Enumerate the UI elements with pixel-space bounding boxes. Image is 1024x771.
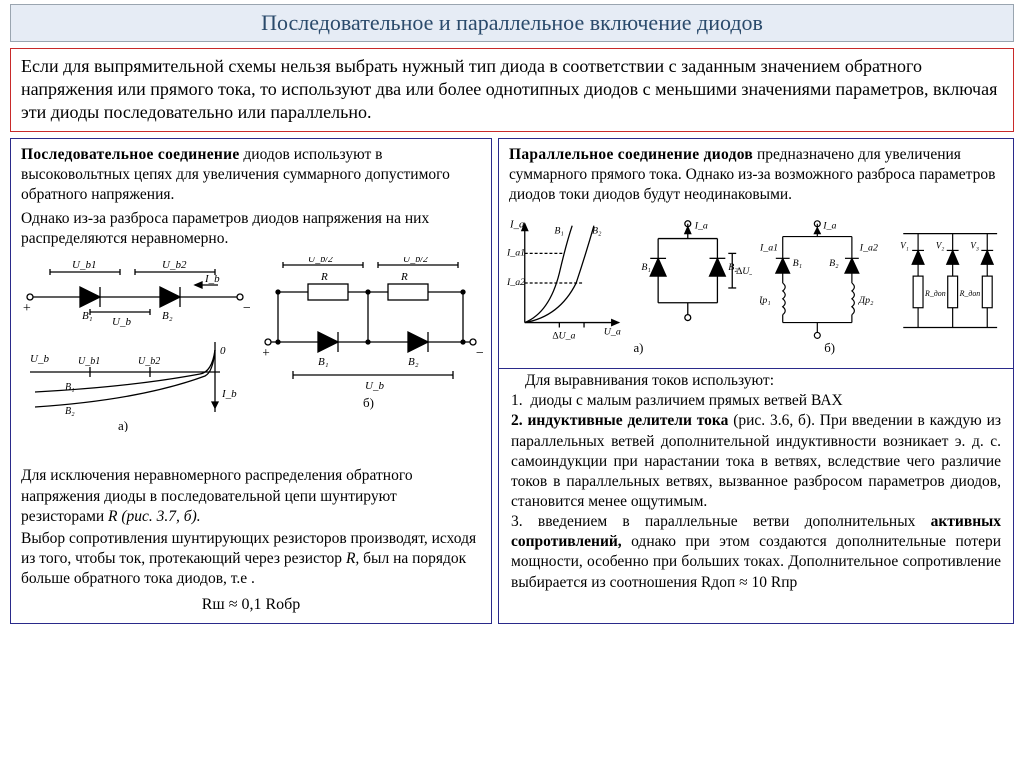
parallel-fig-b: I_a I_a1 I_a2 В₁ В₂ Др₁ Др₂ [760,213,1007,358]
svg-text:В₁: В₁ [554,226,563,237]
series-fig-b: R R U_b/2 U_b/2 [263,257,483,432]
svg-text:В₁: В₁ [793,258,802,269]
series-fig-a: + − U_b1 U_b2 [20,257,250,432]
lower-item1: 1. диоды с малым различием прямых ветвей… [511,391,1001,411]
svg-text:V₂: V₂ [936,241,945,251]
svg-text:U_a: U_a [604,326,621,337]
svg-text:+: + [22,301,31,316]
svg-text:+: + [263,346,270,361]
svg-text:Др₂: Др₂ [858,295,874,306]
svg-text:U_b: U_b [30,353,49,365]
parallel-column: Параллельное соединение диодов предназна… [498,138,1014,625]
series-column: Последовательное соединение диодов испол… [10,138,492,625]
series-para3-ref: R (рис. 3.7, б). [108,508,201,525]
series-para3-block: Для исключения неравномерного распределе… [11,436,491,593]
lower-item3: 3. введением в параллельные ветви дополн… [511,512,1001,593]
svg-text:В₂: В₂ [408,356,419,368]
svg-text:U_b: U_b [112,316,131,328]
lower-item2-lead: 2. индуктивные делители тока [511,412,733,429]
svg-text:I_b: I_b [204,273,220,285]
svg-text:U_b2: U_b2 [162,259,187,271]
lower-item1-text: диоды с малым различием прямых ветвей ВА… [530,392,842,409]
svg-text:U_b/2: U_b/2 [403,257,428,265]
svg-text:I_a: I_a [822,221,836,232]
svg-text:U_b1: U_b1 [78,356,100,367]
series-para2: Однако из-за разброса параметров диодов … [21,210,429,247]
series-para3: Для исключения неравномерного распределе… [21,467,413,524]
svg-text:V₃: V₃ [970,241,979,251]
svg-text:R: R [320,271,328,283]
parallel-lower-box: Для выравнивания токов используют: 1. ди… [499,368,1013,601]
svg-text:I_a: I_a [509,219,525,231]
svg-text:∆U_a: ∆U_a [552,330,575,341]
parallel-intro: Параллельное соединение диодов предназна… [499,139,1013,209]
svg-text:I_a2: I_a2 [859,243,878,254]
lower-item2: 2. индуктивные делители тока (рис. 3.6, … [511,411,1001,512]
svg-text:I_a1: I_a1 [760,243,778,254]
svg-text:В₂: В₂ [592,226,602,237]
svg-text:I_a2: I_a2 [506,277,525,288]
svg-text:Др₁: Др₁ [760,295,771,306]
svg-text:−: − [242,301,250,316]
parallel-fig-a: I_a I_a1 I_a2 В₁ В₂ ∆U_a U_a [505,213,752,358]
series-intro: Последовательное соединение диодов испол… [11,139,491,254]
svg-text:б): б) [363,395,374,410]
lower-item3-formula: Rдоп ≈ 10 Rпр [701,574,797,591]
series-lead: Последовательное соединение [21,146,240,163]
svg-text:В₂: В₂ [162,310,173,322]
main-columns: Последовательное соединение диодов испол… [10,138,1014,625]
svg-text:−: − [475,346,483,361]
svg-text:а): а) [633,341,643,355]
svg-text:R: R [400,271,408,283]
svg-text:∆U_a: ∆U_a [736,266,752,277]
lower-intro: Для выравнивания токов используют: [511,371,1001,391]
parallel-diagrams: I_a I_a1 I_a2 В₁ В₂ ∆U_a U_a [499,209,1013,362]
svg-text:R_доп: R_доп [924,289,946,298]
svg-text:I_b: I_b [221,388,237,400]
svg-text:В₂: В₂ [65,406,75,417]
svg-text:U_b2: U_b2 [138,356,160,367]
svg-text:I_a: I_a [694,221,708,232]
svg-text:В₁: В₁ [318,356,329,368]
parallel-lead: Параллельное соединение диодов [509,146,753,163]
svg-text:R_доп: R_доп [959,289,981,298]
parallel-lower-text: Для выравнивания токов используют: 1. ди… [499,369,1013,601]
series-diagrams: + − U_b1 U_b2 [11,253,491,436]
svg-text:U_b1: U_b1 [72,259,96,271]
svg-text:0: 0 [220,345,226,357]
svg-text:U_b: U_b [365,380,384,392]
svg-text:В₁: В₁ [641,262,650,273]
svg-text:а): а) [118,418,128,432]
svg-text:V₁: V₁ [900,241,909,251]
page-title: Последовательное и параллельное включени… [10,4,1014,42]
lower-item2-ref: (рис. 3.6, б). [733,412,820,429]
series-formula: Rш ≈ 0,1 Rобр [11,593,491,623]
svg-text:U_b/2: U_b/2 [308,257,333,265]
svg-text:I_a1: I_a1 [506,247,525,258]
svg-text:В₂: В₂ [829,258,839,269]
intro-box: Если для выпрямительной схемы нельзя выб… [10,48,1014,132]
svg-text:б): б) [824,341,835,355]
lower-item3a: 3. введением в параллельные ветви дополн… [511,513,931,530]
series-para4-mid: R, [346,550,363,567]
svg-text:В₁: В₁ [65,382,75,393]
